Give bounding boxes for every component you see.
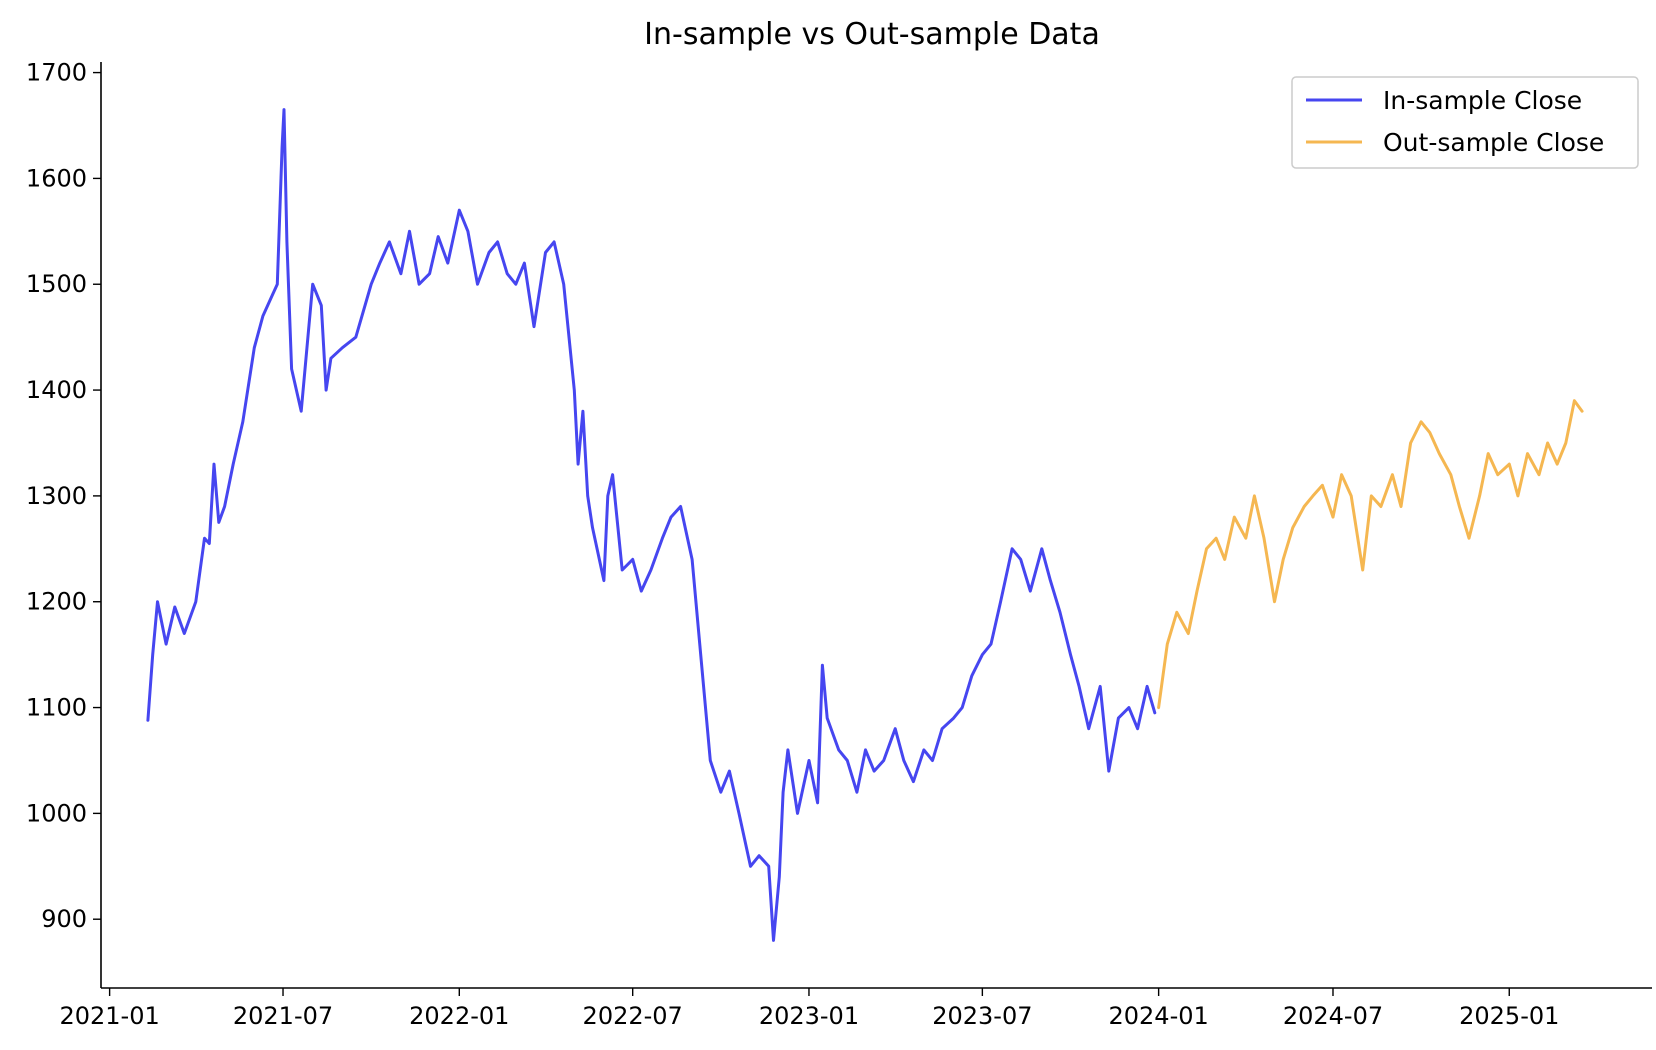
y-tick-label: 1500: [26, 270, 87, 298]
series-layer: [146, 108, 1584, 942]
y-tick-label: 1700: [26, 59, 87, 87]
y-tick-label: 1200: [26, 588, 87, 616]
x-tick-label: 2022-07: [583, 1002, 683, 1030]
chart-title: In-sample vs Out-sample Data: [644, 17, 1100, 52]
legend: In-sample Close Out-sample Close: [1291, 76, 1639, 169]
legend-label-out-sample: Out-sample Close: [1383, 128, 1604, 157]
x-tick-label: 2023-07: [932, 1002, 1032, 1030]
y-tick-label: 1600: [26, 164, 87, 192]
series-line-out-sample: [1157, 399, 1584, 710]
x-tick-label: 2025-01: [1459, 1002, 1559, 1030]
legend-box: [1291, 76, 1639, 169]
y-tick-label: 900: [41, 905, 87, 933]
legend-label-in-sample: In-sample Close: [1383, 86, 1582, 115]
x-tick-label: 2021-01: [59, 1002, 159, 1030]
y-tick-label: 1400: [26, 376, 87, 404]
x-tick-label: 2022-01: [409, 1002, 509, 1030]
x-tick-label: 2024-07: [1283, 1002, 1383, 1030]
y-tick-label: 1300: [26, 482, 87, 510]
y-tick-label: 1000: [26, 799, 87, 827]
x-tick-label: 2021-07: [233, 1002, 333, 1030]
x-tick-label: 2023-01: [759, 1002, 859, 1030]
series-line-in-sample: [146, 108, 1157, 942]
y-tick-label: 1100: [26, 694, 87, 722]
x-axis-ticks: 2021-01 2021-07 2022-01 2022-07 2023-01 2023-…: [59, 988, 1559, 1030]
y-axis-ticks: 900 1000 1100 1200 1300 1400 1500 1600 1700: [26, 59, 101, 933]
x-tick-label: 2024-01: [1108, 1002, 1208, 1030]
axes: [100, 62, 1652, 989]
